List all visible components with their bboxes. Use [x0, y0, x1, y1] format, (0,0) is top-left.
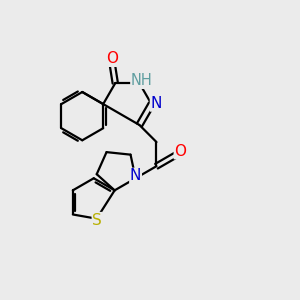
Text: O: O	[174, 144, 186, 159]
Text: NH: NH	[131, 73, 153, 88]
Text: S: S	[92, 213, 102, 228]
Text: N: N	[130, 168, 141, 183]
Text: O: O	[106, 51, 118, 66]
Text: N: N	[151, 96, 162, 111]
